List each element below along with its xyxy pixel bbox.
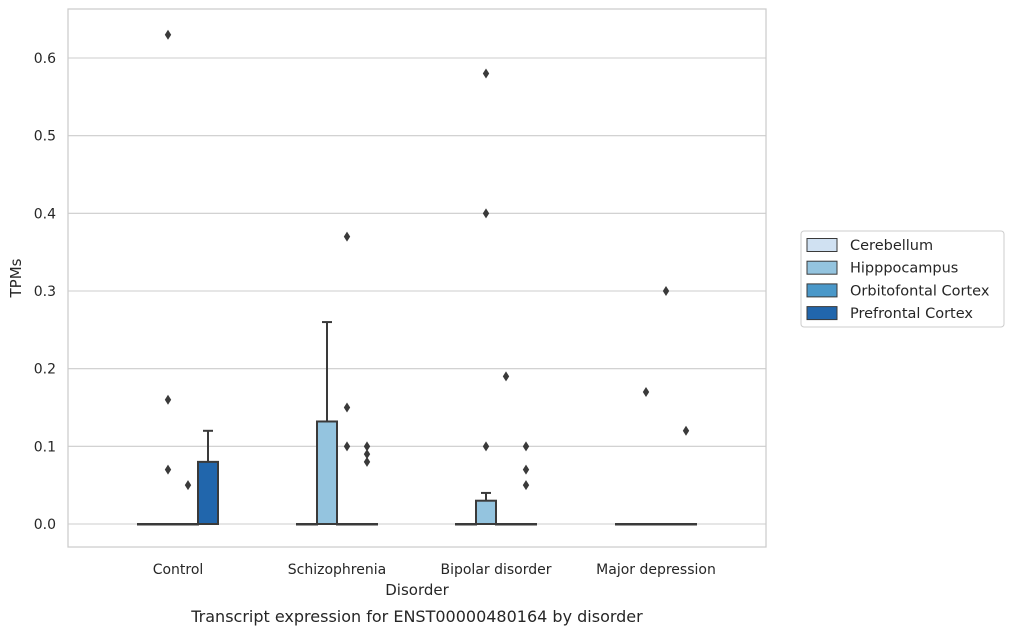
- y-tick-label: 0.2: [34, 362, 56, 378]
- outlier-point: [482, 441, 490, 452]
- chart-caption: Transcript expression for ENST0000048016…: [190, 607, 643, 626]
- box: [316, 420, 338, 526]
- outlier-point: [164, 394, 172, 405]
- y-tick-label: 0.4: [34, 206, 56, 222]
- series-cerebellum: [137, 523, 637, 526]
- outlier-point: [343, 402, 351, 413]
- box: [197, 460, 219, 526]
- outlier-point: [184, 480, 192, 491]
- outlier-point: [343, 441, 351, 452]
- legend-entries: Cerebellum Hipppocampus Orbitofontal Corte…: [806, 238, 990, 322]
- legend-swatch: [806, 238, 838, 252]
- box: [475, 499, 497, 526]
- grid-lines: [68, 57, 766, 525]
- y-axis-label: TPMs: [7, 258, 25, 298]
- legend-swatch: [806, 260, 838, 275]
- legend-label: Prefrontal Cortex: [850, 306, 973, 322]
- legend-label: Cerebellum: [850, 238, 933, 254]
- x-tick-label: Major depression: [596, 562, 716, 578]
- outlier-point: [682, 425, 690, 436]
- box-series: [137, 29, 697, 526]
- outlier-point: [343, 231, 351, 242]
- outlier-point: [164, 29, 172, 40]
- y-tick-label: 0.0: [34, 517, 56, 533]
- y-tick-label: 0.1: [34, 439, 56, 455]
- outlier-point: [502, 371, 510, 382]
- outlier-point: [482, 208, 490, 219]
- x-tick-label: Bipolar disorder: [440, 562, 551, 578]
- x-tick-labels: Control Schizophrenia Bipolar disorder Majo…: [153, 562, 716, 578]
- x-axis-label: Disorder: [385, 581, 449, 599]
- legend-swatch: [806, 283, 838, 298]
- y-tick-label: 0.6: [34, 51, 56, 67]
- outlier-point: [363, 441, 371, 452]
- outlier-point: [662, 286, 670, 296]
- legend-frame: [800, 230, 1005, 328]
- outlier-point: [522, 464, 530, 475]
- y-tick-label: 0.3: [34, 284, 56, 300]
- plot-area: [67, 8, 767, 548]
- x-tick-label: Control: [153, 562, 204, 578]
- legend: Cerebellum Hipppocampus Orbitofontal Corte…: [800, 230, 1005, 328]
- outlier-point: [164, 464, 172, 475]
- legend-label: Orbitofontal Cortex: [850, 283, 990, 299]
- series-orbitofontal-cortex: [177, 231, 677, 526]
- outlier-point: [482, 68, 490, 79]
- legend-swatch: [806, 306, 838, 321]
- outlier-point: [363, 456, 371, 467]
- y-tick-label: 0.5: [34, 129, 56, 145]
- x-tick-label: Schizophrenia: [288, 562, 386, 578]
- outlier-point: [522, 441, 530, 452]
- outlier-point: [522, 480, 530, 491]
- y-tick-labels: 0.0 0.1 0.2 0.3 0.4 0.5 0.6: [34, 51, 56, 533]
- series-prefrontal-cortex: [197, 425, 697, 526]
- outlier-point: [642, 386, 650, 397]
- series-hipppocampus: [157, 29, 657, 526]
- outlier-point: [363, 449, 371, 460]
- legend-label: Hipppocampus: [850, 261, 958, 277]
